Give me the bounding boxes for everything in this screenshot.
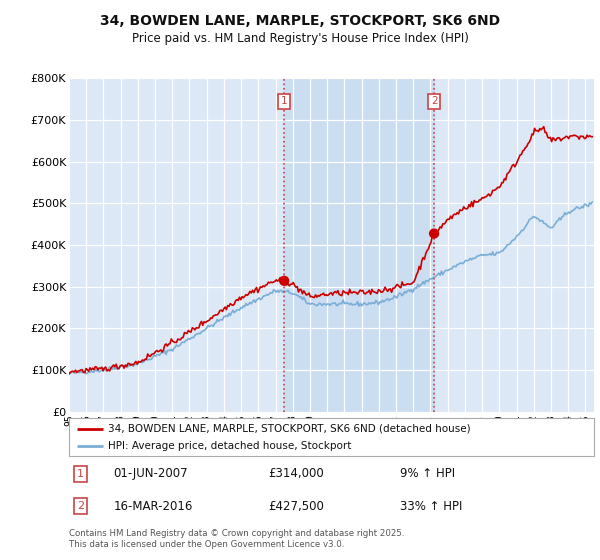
Bar <box>284 78 434 412</box>
Text: £427,500: £427,500 <box>269 500 325 513</box>
Text: 1: 1 <box>77 469 84 479</box>
Text: 16-MAR-2016: 16-MAR-2016 <box>113 500 193 513</box>
Text: Contains HM Land Registry data © Crown copyright and database right 2025.
This d: Contains HM Land Registry data © Crown c… <box>69 529 404 549</box>
Text: 01-JUN-2007: 01-JUN-2007 <box>113 468 188 480</box>
Text: 34, BOWDEN LANE, MARPLE, STOCKPORT, SK6 6ND: 34, BOWDEN LANE, MARPLE, STOCKPORT, SK6 … <box>100 14 500 28</box>
Text: HPI: Average price, detached house, Stockport: HPI: Average price, detached house, Stoc… <box>109 441 352 451</box>
Text: 1: 1 <box>281 96 287 106</box>
Text: £314,000: £314,000 <box>269 468 324 480</box>
Text: 33% ↑ HPI: 33% ↑ HPI <box>400 500 462 513</box>
Point <box>429 229 439 238</box>
Text: Price paid vs. HM Land Registry's House Price Index (HPI): Price paid vs. HM Land Registry's House … <box>131 32 469 45</box>
Text: 2: 2 <box>77 501 84 511</box>
Point <box>280 276 289 285</box>
Text: 34, BOWDEN LANE, MARPLE, STOCKPORT, SK6 6ND (detached house): 34, BOWDEN LANE, MARPLE, STOCKPORT, SK6 … <box>109 423 471 433</box>
Text: 2: 2 <box>431 96 437 106</box>
Text: 9% ↑ HPI: 9% ↑ HPI <box>400 468 455 480</box>
